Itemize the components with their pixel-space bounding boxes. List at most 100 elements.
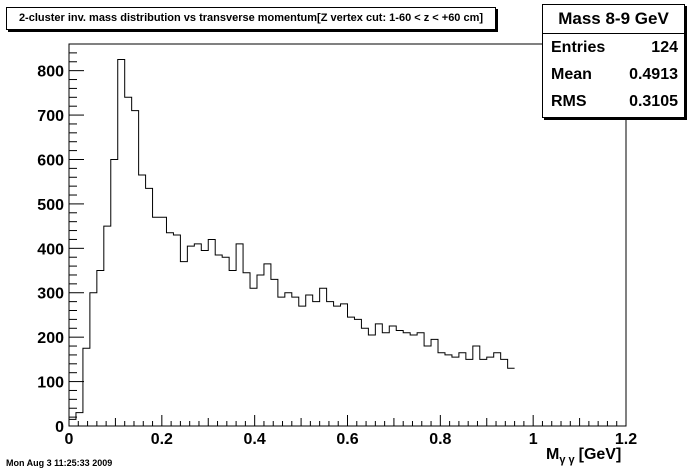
stats-box: Mass 8-9 GeV Entries 124 Mean 0.4913 RMS… [542, 4, 685, 118]
histogram-bin [466, 359, 473, 426]
histogram-bin [250, 288, 257, 426]
histogram-bin [146, 188, 153, 426]
histogram-bin [403, 333, 410, 426]
histogram-bin [361, 328, 368, 426]
y-tick-label: 700 [37, 108, 64, 125]
y-tick-label: 100 [37, 375, 64, 392]
histogram-bin [501, 359, 508, 426]
histogram-bins [69, 60, 515, 426]
histogram-series [68, 59, 515, 426]
histogram-bin [222, 257, 229, 426]
y-tick-label: 200 [37, 330, 64, 347]
x-tick-label: 0.2 [151, 431, 173, 448]
histogram-bin [438, 353, 445, 426]
y-tick-label: 300 [37, 286, 64, 303]
stats-mean-row: Mean 0.4913 [543, 61, 684, 88]
y-tick-label: 800 [37, 64, 64, 81]
histogram-bin [90, 293, 97, 426]
histogram-bin [97, 271, 104, 426]
histogram-bin [139, 175, 146, 426]
histogram-bin [494, 353, 501, 426]
histogram-bin [292, 297, 299, 426]
histogram-bin [201, 251, 208, 426]
chart-title: 2-cluster inv. mass distribution vs tran… [6, 7, 496, 30]
stats-entries-row: Entries 124 [543, 34, 684, 61]
histogram-bin [215, 255, 222, 426]
histogram-bin [487, 357, 494, 426]
histogram-bin [334, 306, 341, 426]
x-axis-label-main: M [546, 446, 559, 463]
x-tick-label: 0.6 [336, 431, 358, 448]
histogram-bin [410, 335, 417, 426]
histogram-bin [368, 335, 375, 426]
histogram-bin [341, 304, 348, 426]
histogram-bin [473, 346, 480, 426]
histogram-bin [278, 297, 285, 426]
histogram-bin [508, 368, 515, 426]
x-tick-label: 1 [529, 431, 538, 448]
histogram-bin [160, 217, 167, 426]
histogram-bin [132, 111, 139, 426]
histogram-bin [83, 348, 90, 426]
x-axis: 0 0.2 0.4 0.6 0.8 1 1.2 [65, 415, 637, 448]
histogram-bin [452, 357, 459, 426]
x-axis-label-unit: [GeV] [579, 446, 622, 463]
histogram-bin [417, 333, 424, 426]
histogram-bin [153, 217, 160, 426]
y-tick-label: 0 [55, 419, 64, 436]
histogram-bin [236, 244, 243, 426]
stats-rms-value: 0.3105 [629, 93, 678, 110]
y-tick-label: 500 [37, 197, 64, 214]
x-tick-label: 0.8 [429, 431, 451, 448]
stats-rms-row: RMS 0.3105 [543, 88, 684, 115]
stats-mean-label: Mean [551, 66, 592, 83]
stats-histogram-name: Mass 8-9 GeV [543, 5, 684, 34]
histogram-bin [187, 246, 194, 426]
histogram-bin [257, 275, 264, 426]
histogram-bin [285, 293, 292, 426]
histogram-bin [480, 359, 487, 426]
stats-mean-value: 0.4913 [629, 66, 678, 83]
stats-rms-label: RMS [551, 93, 587, 110]
histogram-bin [173, 235, 180, 426]
histogram-bin [125, 97, 132, 426]
y-tick-label: 400 [37, 241, 64, 258]
x-tick-label: 0 [65, 431, 74, 448]
histogram-bin [396, 331, 403, 427]
histogram-bin [264, 264, 271, 426]
histogram-bin [320, 288, 327, 426]
histogram-bin [445, 355, 452, 426]
timestamp-footer: Mon Aug 3 11:25:33 2009 [6, 458, 113, 468]
histogram-bin [313, 302, 320, 426]
histogram-bin [299, 306, 306, 426]
histogram-bin [229, 271, 236, 426]
histogram-bin [76, 413, 83, 426]
histogram-bin [354, 319, 361, 426]
x-tick-label: 1.2 [615, 431, 637, 448]
histogram-bin [389, 326, 396, 426]
histogram-bin [194, 244, 201, 426]
histogram-bin [306, 295, 313, 426]
histogram-bin [327, 302, 334, 426]
histogram-bin [424, 346, 431, 426]
histogram-bin [459, 353, 466, 426]
histogram-bin [375, 324, 382, 426]
y-axis: 0 100 200 300 400 500 600 700 800 [37, 43, 84, 436]
histogram-bin [166, 233, 173, 426]
histogram-bin [111, 159, 118, 426]
histogram-bin [180, 262, 187, 426]
y-tick-label: 600 [37, 152, 64, 169]
histogram-bin [104, 226, 111, 426]
x-tick-label: 0.4 [244, 431, 266, 448]
histogram-bin [271, 279, 278, 426]
stats-entries-label: Entries [551, 39, 606, 56]
histogram-bin [243, 273, 250, 426]
chart-title-text: 2-cluster inv. mass distribution vs tran… [18, 12, 484, 24]
histogram-bin [69, 419, 76, 426]
histogram-bin [118, 60, 125, 426]
histogram-bin [431, 339, 438, 426]
histogram-bin [208, 239, 215, 426]
stats-entries-value: 124 [651, 39, 678, 56]
x-axis-label-sub: γ γ [559, 454, 575, 466]
